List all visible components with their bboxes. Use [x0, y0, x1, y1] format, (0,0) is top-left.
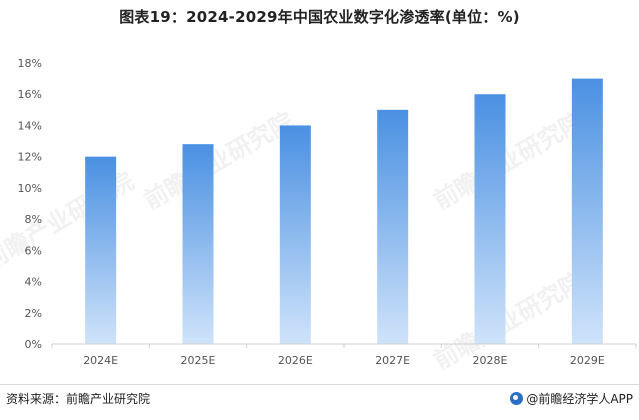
y-tick-label: 6% [25, 244, 42, 257]
bar-2029E [571, 78, 603, 344]
watermark-text: 前瞻产业研究院 [429, 267, 588, 375]
bar-2024E [85, 156, 117, 344]
y-tick-label: 0% [25, 338, 42, 351]
x-tick-label: 2029E [570, 354, 605, 367]
x-tick-label: 2027E [375, 354, 410, 367]
bar-2027E [377, 109, 409, 344]
watermark-text: 前瞻产业研究院 [139, 107, 298, 215]
qianzhan-logo-icon [510, 392, 524, 405]
bars-group [85, 78, 603, 344]
y-tick-label: 10% [18, 182, 42, 195]
brand-label: @前瞻经济学人APP [526, 392, 633, 406]
x-tick-label: 2028E [473, 354, 508, 367]
source-note: 资料来源：前瞻产业研究院 [6, 392, 151, 406]
bar-2026E [279, 125, 311, 344]
bar-2028E [474, 94, 506, 344]
y-tick-label: 4% [25, 276, 42, 289]
footer-divider [0, 384, 639, 385]
bar-2025E [182, 144, 214, 344]
y-tick-label: 16% [18, 88, 42, 101]
watermark-text: 前瞻产业研究院 [429, 107, 588, 215]
brand-credit: @前瞻经济学人APP [510, 390, 633, 407]
y-axis: 0% 2% 4% 6% 8% 10% 12% 14% 16% 18% [18, 57, 42, 351]
chart-title: 图表19：2024-2029年中国农业数字化渗透率(单位：%) [119, 8, 520, 26]
bar-chart: 前瞻产业研究院 前瞻产业研究院 前瞻产业研究院 前瞻产业研究院 0%2%4%6%… [0, 57, 637, 375]
y-tick-label: 8% [25, 213, 42, 226]
y-tick-label: 12% [18, 151, 42, 164]
x-tick-label: 2025E [181, 354, 216, 367]
y-tick-label: 18% [18, 57, 42, 70]
x-axis: 2024E 2025E 2026E 2027E 2028E 2029E [51, 344, 637, 367]
y-tick-label: 2% [25, 307, 42, 320]
x-tick-label: 2026E [278, 354, 313, 367]
x-tick-label: 2024E [83, 354, 118, 367]
y-tick-label: 14% [18, 119, 42, 132]
